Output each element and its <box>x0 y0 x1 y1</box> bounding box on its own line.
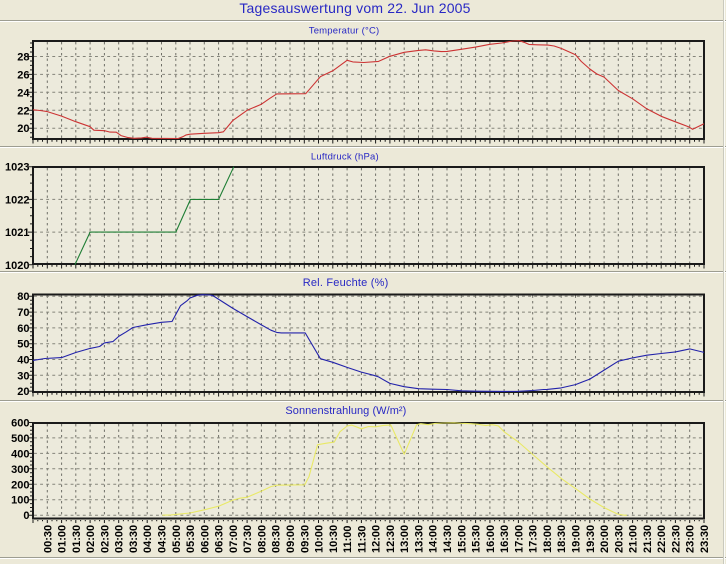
svg-text:07:30: 07:30 <box>242 525 254 553</box>
svg-text:70: 70 <box>17 307 29 319</box>
svg-text:18:30: 18:30 <box>556 525 568 553</box>
svg-text:01:00: 01:00 <box>57 525 69 553</box>
svg-text:01:30: 01:30 <box>71 525 83 553</box>
svg-text:21:00: 21:00 <box>628 525 640 553</box>
svg-text:02:30: 02:30 <box>99 525 111 553</box>
svg-text:Sonnenstrahlung (W/m²): Sonnenstrahlung (W/m²) <box>285 405 406 417</box>
svg-text:40: 40 <box>17 355 29 367</box>
svg-text:28: 28 <box>17 52 29 64</box>
svg-text:14:30: 14:30 <box>442 525 454 553</box>
svg-text:1021: 1021 <box>5 227 29 239</box>
svg-text:20:30: 20:30 <box>613 525 625 553</box>
svg-text:08:00: 08:00 <box>256 525 268 553</box>
svg-text:14:00: 14:00 <box>428 525 440 553</box>
svg-text:10:00: 10:00 <box>314 525 326 553</box>
svg-text:03:00: 03:00 <box>114 525 126 553</box>
svg-text:10:30: 10:30 <box>328 525 340 553</box>
svg-text:12:00: 12:00 <box>371 525 383 553</box>
svg-text:17:30: 17:30 <box>528 525 540 553</box>
svg-text:04:00: 04:00 <box>142 525 154 553</box>
svg-text:15:30: 15:30 <box>471 525 483 553</box>
svg-text:02:00: 02:00 <box>85 525 97 553</box>
svg-text:05:00: 05:00 <box>171 525 183 553</box>
svg-text:24: 24 <box>17 87 30 99</box>
svg-text:1023: 1023 <box>5 162 29 174</box>
svg-text:08:30: 08:30 <box>271 525 283 553</box>
svg-text:1020: 1020 <box>5 260 29 272</box>
svg-text:06:30: 06:30 <box>214 525 226 553</box>
svg-text:21:30: 21:30 <box>642 525 654 553</box>
svg-text:05:30: 05:30 <box>185 525 197 553</box>
svg-text:13:00: 13:00 <box>399 525 411 553</box>
svg-text:09:00: 09:00 <box>285 525 297 553</box>
svg-text:11:00: 11:00 <box>342 525 354 553</box>
svg-text:1022: 1022 <box>5 194 29 206</box>
svg-text:80: 80 <box>17 291 29 303</box>
svg-text:Tagesauswertung vom 22. Jun 20: Tagesauswertung vom 22. Jun 2005 <box>239 0 470 16</box>
svg-text:00:30: 00:30 <box>42 525 54 553</box>
svg-text:Temperatur (°C): Temperatur (°C) <box>309 25 380 36</box>
svg-text:03:30: 03:30 <box>128 525 140 553</box>
svg-text:400: 400 <box>11 448 29 460</box>
svg-text:07:00: 07:00 <box>228 525 240 553</box>
svg-text:22: 22 <box>17 105 29 117</box>
svg-text:50: 50 <box>17 339 29 351</box>
svg-text:17:00: 17:00 <box>513 525 525 553</box>
svg-text:22:30: 22:30 <box>670 525 682 553</box>
svg-text:600: 600 <box>11 418 29 430</box>
svg-text:20: 20 <box>17 123 29 135</box>
svg-text:500: 500 <box>11 433 29 445</box>
svg-text:20:00: 20:00 <box>599 525 611 553</box>
svg-text:13:30: 13:30 <box>414 525 426 553</box>
svg-text:60: 60 <box>17 323 29 335</box>
svg-text:09:30: 09:30 <box>299 525 311 553</box>
svg-text:23:30: 23:30 <box>699 525 711 553</box>
svg-text:16:00: 16:00 <box>485 525 497 553</box>
svg-text:20: 20 <box>17 386 29 398</box>
svg-text:12:30: 12:30 <box>385 525 397 553</box>
svg-text:18:00: 18:00 <box>542 525 554 553</box>
svg-text:Rel. Feuchte (%): Rel. Feuchte (%) <box>303 277 389 289</box>
svg-text:15:00: 15:00 <box>456 525 468 553</box>
svg-text:30: 30 <box>17 370 29 382</box>
svg-text:300: 300 <box>11 464 29 476</box>
svg-text:100: 100 <box>11 495 29 507</box>
svg-text:200: 200 <box>11 479 29 491</box>
svg-text:Luftdruck (hPa): Luftdruck (hPa) <box>311 152 379 163</box>
svg-text:11:30: 11:30 <box>356 525 368 553</box>
svg-text:26: 26 <box>17 69 29 81</box>
svg-text:0: 0 <box>23 510 29 522</box>
svg-text:06:00: 06:00 <box>199 525 211 553</box>
svg-text:04:30: 04:30 <box>157 525 169 553</box>
svg-text:23:00: 23:00 <box>685 525 697 553</box>
svg-text:19:00: 19:00 <box>571 525 583 553</box>
svg-text:16:30: 16:30 <box>499 525 511 553</box>
svg-text:22:00: 22:00 <box>656 525 668 553</box>
svg-text:19:30: 19:30 <box>585 525 597 553</box>
